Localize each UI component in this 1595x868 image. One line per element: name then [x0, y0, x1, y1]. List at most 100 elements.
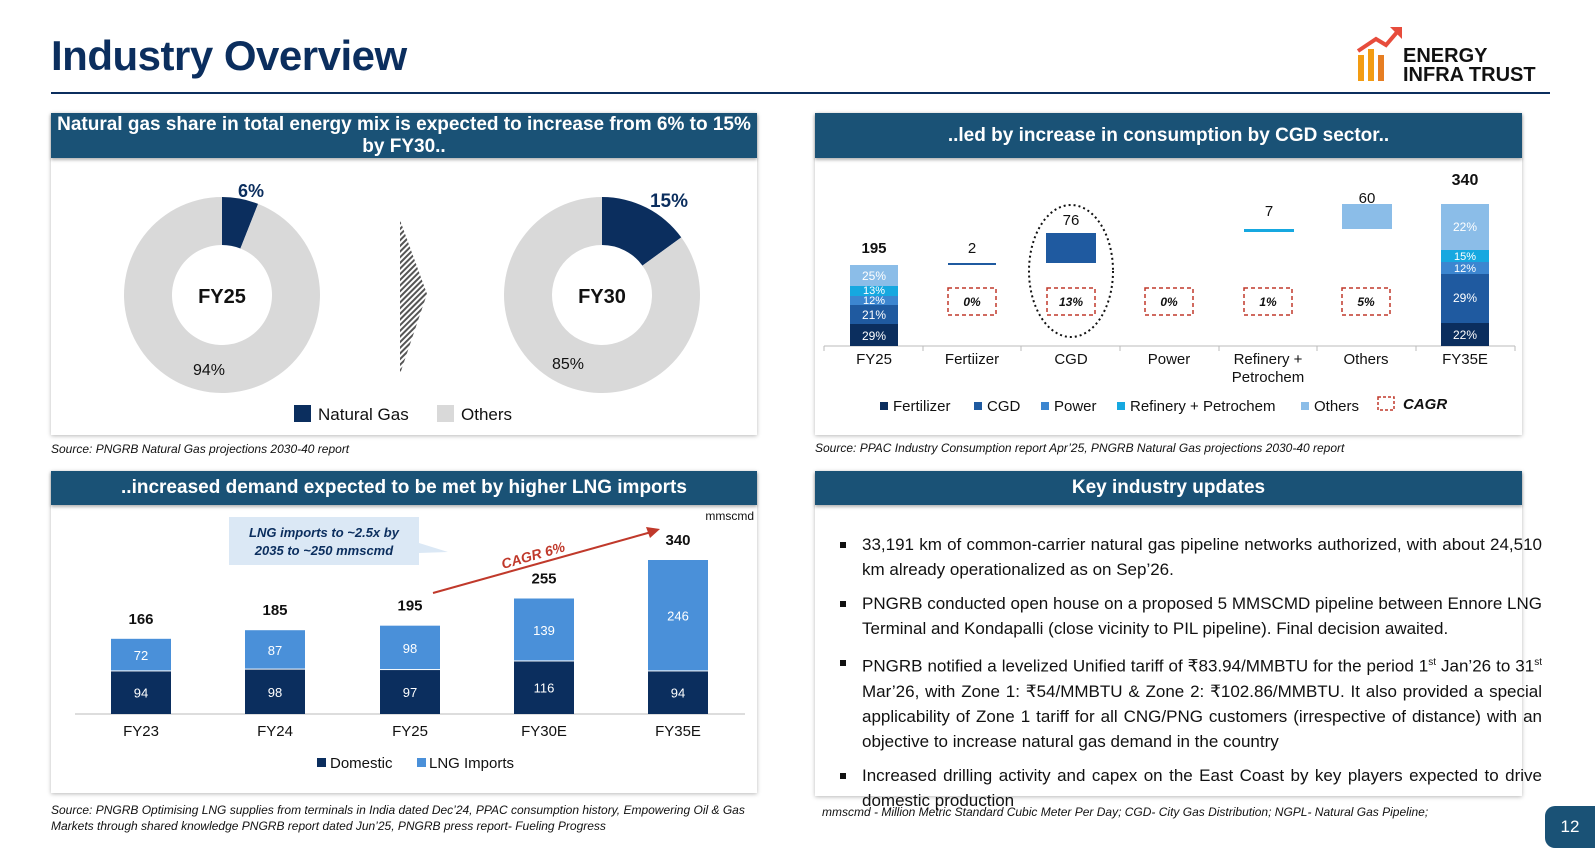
waterfall-bar-fy25: 29% 21% 12% 13% 25%: [850, 265, 898, 346]
waterfall-cat-power: Power: [1148, 351, 1191, 368]
lng-unit-label: mmscmd: [705, 509, 754, 523]
cagr-box-cgd: [1046, 287, 1096, 316]
legend-swatch-others: [437, 405, 454, 422]
legend-swatch-lng-imports: [417, 758, 426, 767]
fy25-segment-refinery: [850, 286, 898, 296]
bar-lng-fy23: [111, 638, 171, 671]
cagr-value-refinery: 1%: [1259, 295, 1277, 309]
legend-swatch-refinery: [1117, 402, 1125, 410]
lng-callout-line1: LNG imports to ~2.5x by: [249, 525, 400, 540]
fy35e-pct-refinery: 15%: [1454, 251, 1476, 263]
key-updates-list: 33,191 km of common-carrier natural gas …: [830, 532, 1542, 822]
donut-fy25-others-label: 94%: [193, 362, 225, 379]
cagr-value-cgd: 13%: [1059, 295, 1083, 309]
donut-fy30: FY30 15% 85%: [504, 191, 700, 393]
fy25-segment-fertilizer: [850, 324, 898, 346]
bar-domestic-fy35e: [648, 671, 708, 714]
logo-text-line2: INFRA TRUST: [1403, 64, 1536, 86]
donut-fy25-center-label: FY25: [198, 286, 246, 308]
bar-lng-fy35e: [648, 560, 708, 671]
cagr-value-fertilizer: 0%: [963, 295, 981, 309]
cagr-box-power: [1144, 287, 1194, 316]
fy35e-pct-power: 12%: [1454, 263, 1476, 275]
lng-callout-box: [229, 517, 448, 565]
legend-label-fertilizer: Fertilizer: [893, 398, 951, 415]
bar-domestic-fy30e: [514, 661, 574, 714]
waterfall-cat-fy25: FY25: [856, 351, 892, 368]
fy35e-segment-fertilizer: [1441, 323, 1489, 346]
donut-fy30-center-label: FY30: [578, 286, 626, 308]
fy25-pct-cgd: 21%: [862, 308, 886, 322]
cagr-box-refinery: [1243, 287, 1293, 316]
waterfall-total-refinery: 7: [1265, 203, 1273, 220]
total-fy23: 166: [128, 611, 153, 628]
energy-mix-source: Source: PNGRB Natural Gas projections 20…: [51, 442, 350, 456]
page-number: 12: [1545, 806, 1595, 848]
bar-lng-fy30e: [514, 598, 574, 661]
legend-swatch-natural-gas: [294, 405, 311, 422]
lng-stacked-bar-chart: mmscmd LNG imports to ~2.5x by 2035 to ~…: [75, 509, 754, 772]
lng-callout-line2: 2035 to ~250 mmscmd: [254, 543, 394, 558]
fy35e-segment-refinery: [1441, 250, 1489, 262]
legend-label-lng-imports: LNG Imports: [429, 755, 514, 772]
energy-mix-header: Natural gas share in total energy mix is…: [51, 113, 757, 158]
donut-fy25: FY25 6% 94%: [124, 181, 320, 393]
waterfall-bar-cgd: [1046, 233, 1096, 263]
bar-domestic-fy23: [111, 671, 171, 714]
category-fy35e: FY35E: [655, 723, 701, 740]
bar-domestic-fy25: [380, 670, 440, 714]
fy25-pct-power: 12%: [863, 295, 885, 307]
category-fy23: FY23: [123, 723, 159, 740]
logo-mark-icon: [1356, 27, 1402, 81]
category-fy24: FY24: [257, 723, 293, 740]
lng-callout: LNG imports to ~2.5x by 2035 to ~250 mms…: [229, 517, 448, 565]
logo-text-line1: ENERGY: [1403, 45, 1488, 67]
label-domestic-fy24: 98: [268, 685, 282, 700]
waterfall-chart: 29% 21% 12% 13% 25% 22% 29% 12% 15% 22% …: [823, 172, 1516, 415]
legend-swatch-cagr: [1377, 396, 1395, 411]
fy25-segment-cgd: [850, 305, 898, 324]
waterfall-total-fy35e: 340: [1452, 172, 1479, 189]
fy35e-pct-others: 22%: [1453, 220, 1477, 234]
waterfall-bar-fy35e: 22% 29% 12% 15% 22%: [1441, 204, 1489, 346]
fy25-pct-fertilizer: 29%: [862, 329, 886, 343]
title-divider: [51, 92, 1550, 94]
donut-fy25-others-slice: [124, 197, 320, 393]
label-lng-fy24: 87: [268, 643, 282, 658]
key-update-item: PNGRB conducted open house on a proposed…: [830, 591, 1542, 641]
waterfall-cat-fertilizer: Fertiizer: [945, 351, 999, 368]
legend-label-power: Power: [1054, 398, 1097, 415]
waterfall-bar-fertilizer: [948, 263, 996, 265]
fy25-segment-others: [850, 265, 898, 286]
cagr-arrow-line: [432, 530, 656, 594]
legend-label-refinery: Refinery + Petrochem: [1130, 398, 1275, 415]
waterfall-total-cgd: 76: [1063, 212, 1080, 229]
donut-fy30-natural-gas-slice: [602, 197, 682, 266]
cgd-consumption-header: ..led by increase in consumption by CGD …: [815, 113, 1522, 158]
donut-legend: Natural Gas Others: [294, 405, 512, 424]
label-lng-fy30e: 139: [533, 623, 555, 638]
legend-label-others: Others: [461, 405, 512, 424]
company-logo: ENERGY INFRA TRUST: [1356, 25, 1552, 89]
legend-swatch-fertilizer: [880, 402, 888, 410]
key-update-item: Increased drilling activity and capex on…: [830, 763, 1542, 813]
label-domestic-fy30e: 116: [534, 681, 555, 696]
fy25-pct-refinery: 13%: [863, 285, 885, 297]
key-update-item: 33,191 km of common-carrier natural gas …: [830, 532, 1542, 582]
legend-label-cgd: CGD: [987, 398, 1021, 415]
lng-imports-header: ..increased demand expected to be met by…: [51, 471, 757, 505]
bar-domestic-fy24: [245, 669, 305, 714]
label-lng-fy25: 98: [403, 641, 417, 656]
fy35e-segment-cgd: [1441, 274, 1489, 323]
category-fy25: FY25: [392, 723, 428, 740]
donut-fy25-natural-gas-slice: [222, 197, 259, 249]
cagr-box-others: [1341, 287, 1391, 316]
total-fy30e: 255: [531, 571, 556, 588]
legend-swatch-domestic: [317, 758, 326, 767]
label-domestic-fy23: 94: [134, 686, 148, 701]
cagr-value-power: 0%: [1160, 295, 1178, 309]
waterfall-cat-fy35e: FY35E: [1442, 351, 1488, 368]
cagr-box-fertilizer: [947, 287, 997, 316]
legend-label-natural-gas: Natural Gas: [318, 405, 409, 424]
legend-label-domestic: Domestic: [330, 755, 393, 772]
